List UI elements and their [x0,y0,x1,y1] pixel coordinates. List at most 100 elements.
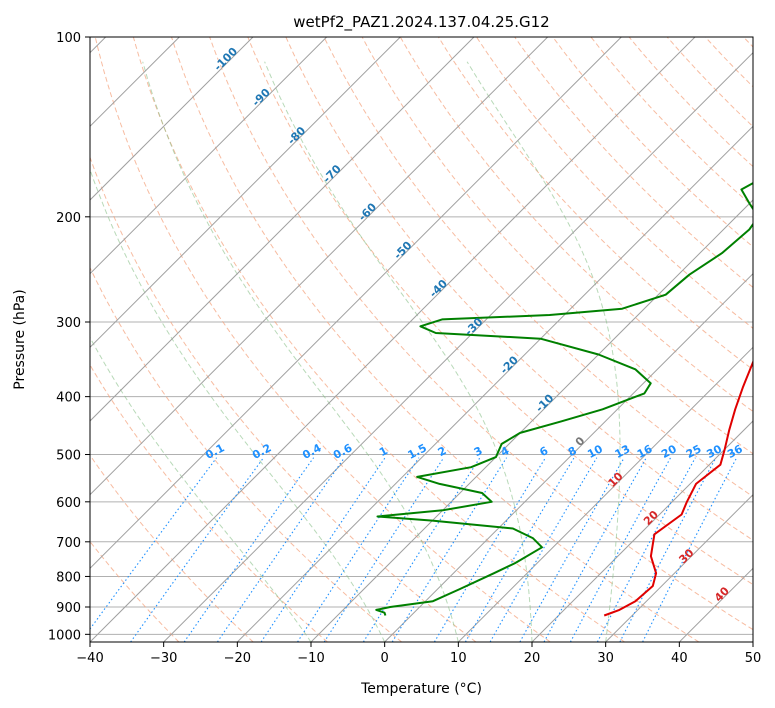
isotherm-label: -80 [285,124,308,147]
mixing-ratio-line [391,457,508,642]
mixing-ratio-label: 1.5 [406,441,429,462]
dry-adiabat [476,37,753,329]
mixing-ratio-label: 10 [585,442,605,461]
isotherm-label: -90 [250,86,273,109]
x-tick-label: 10 [450,651,467,666]
isotherm-line [310,199,753,642]
isotherm-label: -40 [427,277,450,300]
mixing-ratio-label: 3 [472,444,485,459]
x-tick-label: 20 [524,651,541,666]
isotherm-line [678,567,753,642]
y-tick-label: 400 [56,391,81,406]
dry-adiabat [552,37,753,248]
mixing-ratio-line [489,457,598,642]
isotherm-label: -10 [533,391,556,414]
y-tick-label: 100 [56,31,81,46]
isotherm-line [236,125,753,642]
isotherm-line [90,37,254,201]
y-tick-label: 900 [56,601,81,616]
x-tick-label: 50 [745,651,762,666]
x-tick-label: 40 [671,651,688,666]
mixing-ratio-line [130,457,264,642]
temperature-profile-line [603,360,753,617]
y-axis-label: Pressure (hPa) [12,289,28,389]
dry-adiabat [743,37,753,48]
mixing-ratio-line [323,457,445,642]
isotherm-label: 20 [641,508,661,528]
y-tick-label: 300 [56,316,81,331]
mixing-ratio-label: 36 [725,442,745,461]
mixing-ratio-label: 0.6 [331,441,355,462]
y-tick-label: 200 [56,211,81,226]
dry-adiabat [704,37,753,88]
x-tick-label: −10 [297,651,324,666]
mixing-ratio-label: 4 [499,444,512,459]
mixing-ratio-label: 30 [704,442,724,461]
dry-adiabat [90,363,328,642]
x-tick-label: −40 [76,651,103,666]
isotherm-line [605,493,753,642]
isotherm-line [90,37,328,275]
isotherm-line [90,37,475,422]
x-tick-label: −30 [150,651,177,666]
isotherm-line [531,420,753,642]
isotherm-line [90,37,549,496]
mixing-ratio-label: 0.4 [300,441,324,462]
mixing-ratio-line [297,457,420,642]
isotherm-line [90,37,401,349]
x-tick-label: 0 [381,651,389,666]
mixing-ratio-label: 25 [684,442,704,461]
dry-adiabat [90,454,254,642]
mixing-ratio-line [543,457,647,642]
x-axis-label: Temperature (°C) [360,681,482,697]
y-tick-label: 600 [56,496,81,511]
moist-adiabat [90,168,386,642]
plot-frame [89,36,754,643]
mixing-ratio-label: 20 [659,442,679,461]
mixing-ratio-label: 13 [613,442,633,461]
chart-title: wetPf2_PAZ1.2024.137.04.25.G12 [293,13,549,32]
y-tick-label: 1000 [48,628,81,643]
dewpoint-profile-line [375,181,753,616]
isotherm-line [384,272,753,642]
mixing-ratio-line [619,457,717,642]
isotherm-label: 30 [676,546,696,566]
isotherm-line [90,37,696,642]
dry-adiabat [590,37,753,208]
dry-adiabat [514,37,753,289]
y-tick-label: 500 [56,449,81,464]
dry-adiabat [90,266,403,642]
isotherm-label: -60 [356,200,379,223]
mixing-ratio-label: 2 [436,444,449,459]
isotherm-label: -50 [391,239,414,262]
moist-adiabat [90,336,312,642]
dry-adiabat [247,37,753,586]
isotherm-label: -70 [320,162,343,185]
y-tick-label: 700 [56,536,81,551]
y-tick-label: 800 [56,570,81,585]
mixing-ratio-label: 6 [537,444,550,459]
dry-adiabat [437,37,753,371]
isotherm-line [752,641,753,642]
mixing-ratio-label: 16 [635,442,655,461]
mixing-ratio-line [642,457,738,642]
dry-adiabat [323,37,753,498]
isotherm-line [163,51,753,642]
mixing-ratio-label: 0.2 [250,441,273,462]
mixing-ratio-line [569,457,672,642]
mixing-ratio-label: 0.1 [203,441,226,462]
x-tick-label: 30 [597,651,614,666]
dry-adiabat [90,155,477,642]
mixing-ratio-line [362,457,481,642]
moist-adiabat [264,61,533,642]
isotherm-label: 40 [712,584,732,604]
isotherm-label: -100 [211,45,240,74]
isotherm-line [457,346,753,642]
isotherm-line [90,37,622,570]
isotherm-label: 10 [606,470,626,490]
moist-adiabat [466,61,621,642]
mixing-ratio-label: 8 [566,444,579,459]
mixing-ratio-line [519,457,625,642]
dry-adiabat [171,37,700,642]
dry-adiabat [285,37,753,541]
